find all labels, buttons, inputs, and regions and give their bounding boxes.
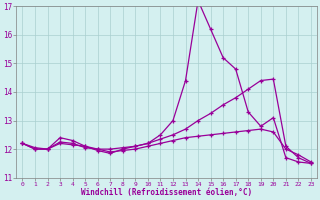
X-axis label: Windchill (Refroidissement éolien,°C): Windchill (Refroidissement éolien,°C) [81,188,252,197]
